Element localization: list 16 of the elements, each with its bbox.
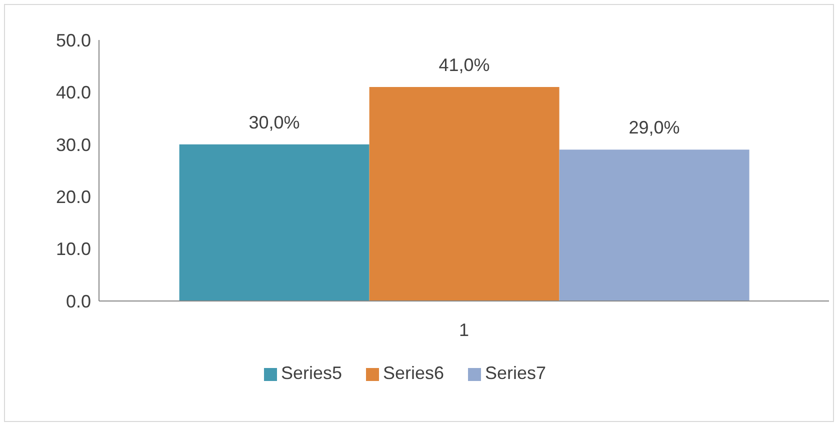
y-tick-label: 50.0	[56, 30, 91, 50]
y-tick-label: 20.0	[56, 186, 91, 207]
data-label: 41,0%	[438, 54, 490, 75]
data-label: 30,0%	[248, 112, 300, 132]
legend-label: Series5	[280, 363, 342, 383]
x-tick-label: 1	[458, 320, 470, 340]
data-label: 29,0%	[628, 118, 680, 138]
bar	[369, 86, 560, 301]
y-tick-label: 0.0	[66, 291, 91, 312]
y-tick-label: 10.0	[56, 239, 91, 260]
legend-label: Series6	[382, 363, 444, 383]
legend-label: Series7	[485, 363, 546, 383]
bar	[559, 150, 750, 301]
y-tick-label: 30.0	[56, 134, 91, 155]
bar	[179, 144, 370, 301]
y-tick-label: 40.0	[56, 82, 91, 103]
